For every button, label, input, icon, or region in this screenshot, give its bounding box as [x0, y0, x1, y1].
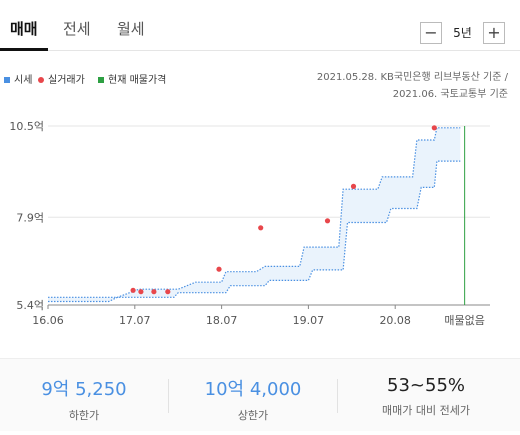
summary-jeonse-ratio: 53~55% 매매가 대비 전세가	[338, 359, 514, 431]
transaction-point	[431, 125, 437, 131]
tab-jeonse[interactable]: 전세	[63, 20, 91, 38]
price-range-band	[48, 127, 461, 302]
y-tick-label: 10.5억	[9, 120, 44, 133]
period-decrease-button[interactable]: −	[420, 22, 442, 44]
tab-monthly-rent[interactable]: 월세	[117, 20, 145, 38]
summary-divider	[168, 379, 169, 413]
legend-label-listing: 현재 매물가격	[108, 75, 167, 86]
transaction-point	[216, 266, 222, 272]
price-chart: 10.5억 7.9억 5.4억 16.06 17.07 18.07 19.07 20.08 매물…	[9, 120, 490, 327]
price-summary: 9억 5,250 하한가 10억 4,000 상한가 53~55% 매매가 대비…	[0, 358, 520, 431]
legend-swatch-listing	[98, 77, 104, 83]
transaction-point	[138, 289, 144, 295]
active-tab-indicator	[0, 48, 48, 51]
legend-label-transactions: 실거래가	[48, 75, 85, 86]
period-value: 5년	[453, 26, 472, 40]
transaction-point	[258, 225, 264, 231]
legend-swatch-transactions	[38, 77, 44, 83]
jeonse-ratio-label: 매매가 대비 전세가	[382, 404, 470, 417]
summary-lower-price: 9억 5,250 하한가	[0, 359, 168, 431]
lower-price-value: 9억 5,250	[41, 379, 127, 400]
summary-upper-price: 10억 4,000 상한가	[169, 359, 337, 431]
tab-sale[interactable]: 매매	[10, 20, 38, 38]
jeonse-ratio-value: 53~55%	[387, 375, 465, 396]
legend-swatch-price	[4, 77, 10, 83]
x-tick-label: 20.08	[379, 314, 411, 327]
upper-price-label: 상한가	[237, 409, 269, 422]
period-increase-button[interactable]: +	[483, 22, 505, 44]
x-tick-label: 17.07	[119, 314, 151, 327]
tab-bar: 매매 전세 월세	[0, 0, 520, 51]
transaction-point	[324, 218, 331, 224]
lower-price-label: 하한가	[68, 409, 100, 422]
legend-item-transactions: 실거래가	[38, 71, 85, 86]
x-tick-label: 16.06	[32, 314, 64, 327]
price-lower-line	[48, 160, 461, 303]
source-line-2: 2021.06. 국토교통부 기준	[392, 89, 508, 100]
source-line-1: 2021.05.28. KB국민은행 리브부동산 기준 /	[316, 72, 508, 83]
x-tick-label: 19.07	[293, 314, 325, 327]
y-tick-label: 7.9억	[16, 211, 44, 224]
x-tick-label: 매물없음	[444, 314, 484, 327]
transaction-point	[130, 287, 136, 293]
price-upper-line	[48, 127, 461, 298]
transaction-point	[151, 289, 157, 295]
x-tick-label: 18.07	[206, 314, 238, 327]
transaction-point	[350, 183, 357, 189]
legend-item-listing: 현재 매물가격	[98, 71, 166, 86]
data-source-note: 2021.05.28. KB국민은행 리브부동산 기준 / 2021.06. 국…	[317, 69, 508, 103]
y-tick-label: 5.4억	[16, 299, 44, 312]
summary-divider	[337, 379, 338, 413]
legend-item-price: 시세	[4, 71, 32, 86]
transaction-point	[165, 289, 171, 295]
legend-label-price: 시세	[14, 75, 33, 86]
upper-price-value: 10억 4,000	[204, 379, 302, 400]
